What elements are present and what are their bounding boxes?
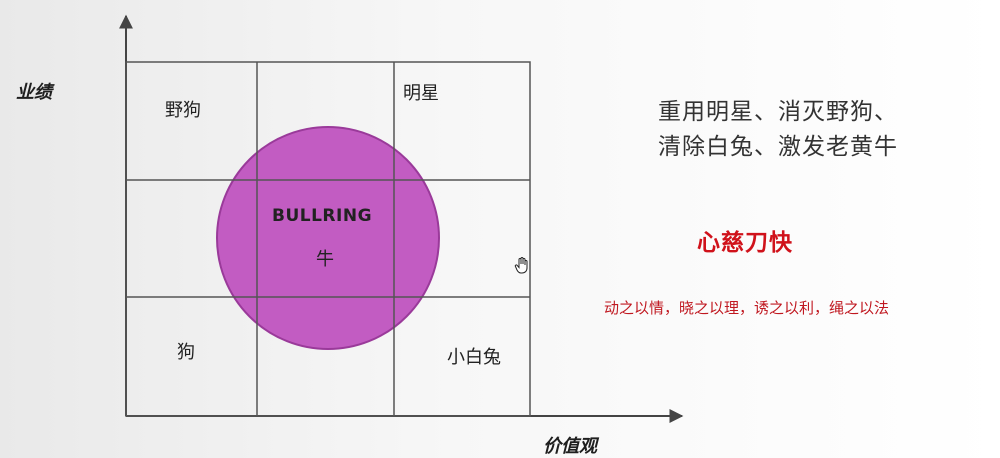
center-label-chinese: 牛: [316, 249, 334, 270]
cell-label-wild-dog: 野狗: [165, 100, 201, 121]
hand-cursor-icon: [514, 257, 528, 274]
cell-label-dog: 狗: [177, 342, 195, 363]
x-axis-label: 价值观: [543, 436, 597, 457]
center-label-english: BULLRING: [272, 206, 373, 226]
cell-label-star: 明星: [403, 83, 439, 104]
cell-label-white-rabbit: 小白兔: [447, 347, 501, 368]
y-axis-label: 业绩: [16, 82, 52, 103]
motto-text: 心慈刀快: [697, 230, 793, 256]
strategy-line-2: 清除白兔、激发老黄牛: [658, 134, 898, 160]
methods-text: 动之以情，晓之以理，诱之以利，绳之以法: [604, 299, 890, 317]
strategy-line-1: 重用明星、消灭野狗、: [658, 99, 898, 125]
bullring-circle: [216, 126, 440, 350]
grid-lines: [125, 61, 531, 417]
